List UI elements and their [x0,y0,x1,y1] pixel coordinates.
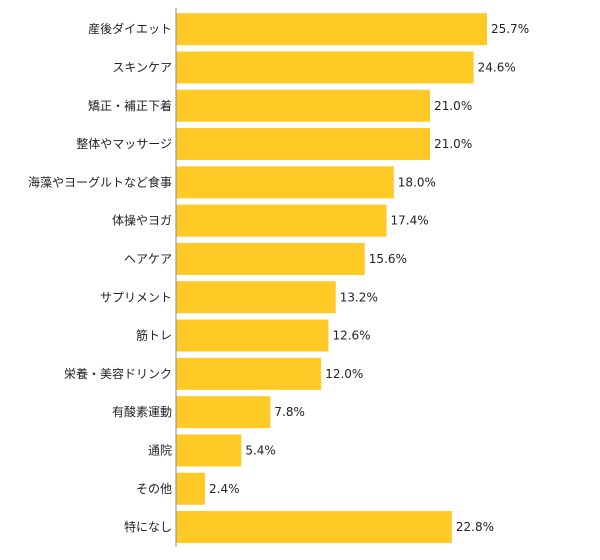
bar-7 [176,281,336,314]
bar-3 [176,128,431,161]
category-label-4: 海藻やヨーグルトなど食事 [28,174,172,189]
bar-2 [176,89,431,122]
bar-5 [176,204,387,237]
bars-group [176,13,487,544]
bar-1 [176,51,474,84]
value-label-7: 13.2% [340,290,378,304]
bar-11 [176,434,242,467]
value-label-9: 12.0% [325,367,363,381]
category-label-10: 有酸素運動 [112,404,172,419]
bar-0 [176,13,487,46]
value-label-1: 24.6% [478,60,516,74]
value-label-10: 7.8% [274,405,305,419]
value-label-2: 21.0% [434,99,472,113]
category-label-7: サプリメント [100,290,172,304]
value-label-5: 17.4% [391,214,429,228]
bar-6 [176,242,365,275]
category-label-6: ヘアケア [124,252,172,266]
category-label-0: 産後ダイエット [88,21,172,36]
bar-13 [176,511,452,544]
bar-12 [176,472,206,505]
category-label-2: 矯正・補正下着 [88,98,172,113]
value-labels: 25.7% 24.6% 21.0% 21.0% 18.0% 17.4% 15.6% 13.2%… [209,22,529,534]
value-label-3: 21.0% [434,137,472,151]
bar-10 [176,396,271,429]
bar-4 [176,166,394,199]
category-label-1: スキンケア [112,60,172,74]
category-labels: 産後ダイエットスキンケア矯正・補正下着整体やマッサージ海藻やヨーグルトなど食事体… [28,21,172,534]
category-label-5: 体操やヨガ [112,213,172,228]
category-label-8: 筋トレ [136,328,172,343]
bar-9 [176,357,322,390]
category-label-11: 通院 [148,443,172,457]
category-label-3: 整体やマッサージ [76,136,172,151]
category-label-12: その他 [136,482,172,496]
value-label-12: 2.4% [209,482,240,496]
value-label-8: 12.6% [332,329,370,343]
value-label-0: 25.7% [491,22,529,36]
category-label-9: 栄養・美容ドリンク [64,366,172,381]
bar-8 [176,319,329,352]
category-label-13: 特になし [124,519,172,534]
value-label-11: 5.4% [245,443,276,457]
value-label-6: 15.6% [369,252,407,266]
value-label-4: 18.0% [398,175,436,189]
value-label-13: 22.8% [456,520,494,534]
